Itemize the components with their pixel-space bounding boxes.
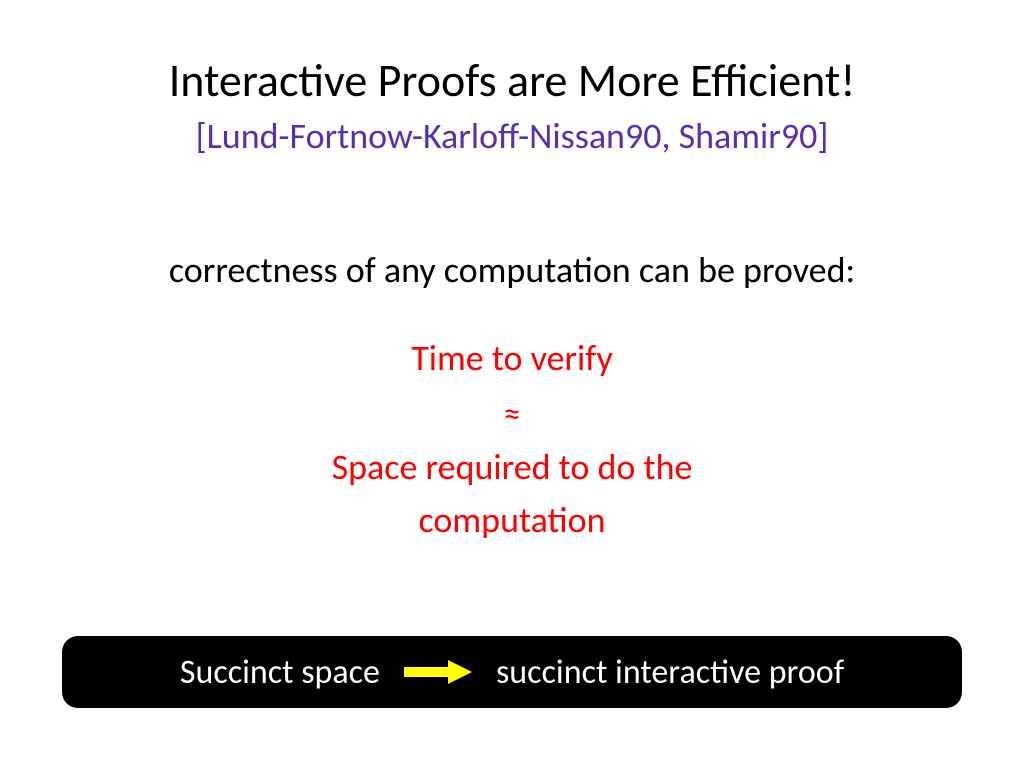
slide-body: correctness of any computation can be pr…	[30, 248, 994, 546]
approx-symbol: ≈	[30, 390, 994, 439]
highlight-top: Time to verify	[30, 332, 994, 384]
highlight-bottom-1: Space required to do the	[30, 441, 994, 493]
slide-subtitle: [Lund-Fortnow-Karloff-Nissan90, Shamir90…	[30, 114, 994, 158]
arrow-right-icon	[404, 660, 472, 684]
highlight-bottom-2: computation	[30, 494, 994, 546]
footer-right: succinct interactive proof	[496, 652, 844, 693]
body-line: correctness of any computation can be pr…	[30, 248, 994, 292]
footer-box: Succinct space succinct interactive proo…	[62, 636, 962, 708]
highlight-block: Time to verify ≈ Space required to do th…	[30, 332, 994, 546]
slide-title: Interactive Proofs are More Efficient!	[30, 55, 994, 108]
footer-left: Succinct space	[180, 652, 380, 693]
slide: Interactive Proofs are More Efficient! […	[0, 0, 1024, 768]
